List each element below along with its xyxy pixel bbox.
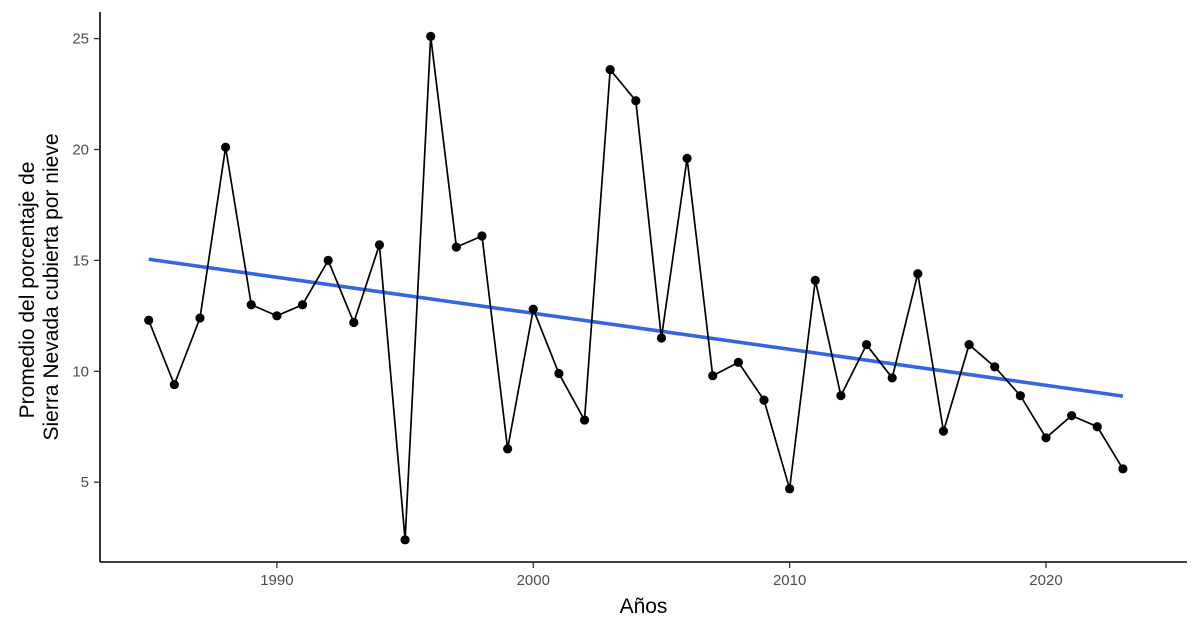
data-point (605, 65, 615, 75)
data-point (733, 357, 743, 368)
y-axis-title-line-1: Promedio del porcentaje de (16, 162, 39, 419)
data-point (426, 31, 436, 41)
data-point (503, 444, 513, 454)
trend-layer (148, 257, 1124, 398)
data-point (938, 426, 949, 436)
data-point (785, 484, 795, 494)
y-axis-title: Promedio del porcentaje de Sierra Nevada… (16, 133, 63, 440)
y-tick-label: 5 (81, 474, 89, 491)
data-point (1118, 464, 1128, 474)
data-point (964, 340, 974, 350)
data-point (246, 300, 256, 310)
series-layer (147, 35, 1124, 541)
y-tick-label: 15 (72, 252, 89, 269)
data-point (195, 313, 205, 323)
trend-line (148, 257, 1124, 398)
data-point (913, 269, 923, 279)
data-point (221, 142, 231, 152)
y-tick-label: 25 (72, 31, 89, 48)
axes (99, 12, 1187, 563)
x-tick-label: 2000 (517, 572, 550, 589)
data-point (349, 317, 359, 328)
data-point (682, 153, 692, 163)
data-point (887, 373, 897, 383)
data-point (477, 231, 487, 241)
y-tick-label: 10 (72, 363, 89, 380)
series-line (147, 35, 1124, 541)
data-point (579, 415, 590, 425)
x-axis-title: Años (620, 595, 668, 618)
data-point (1041, 433, 1051, 443)
data-point (1067, 411, 1077, 421)
data-point (169, 379, 179, 390)
data-point (990, 362, 1000, 372)
data-point (708, 371, 718, 381)
y-tick-label: 20 (72, 142, 89, 159)
x-tick-label: 1990 (260, 572, 293, 589)
y-axis-title-line-2: Sierra Nevada cubierta por nieve (40, 133, 63, 440)
data-point (528, 304, 538, 314)
data-point (323, 255, 333, 265)
x-tick-label: 2010 (773, 572, 806, 589)
data-point (400, 535, 410, 545)
data-point (451, 242, 461, 252)
data-point (759, 395, 769, 405)
data-point (144, 315, 154, 325)
x-tick-label: 2020 (1029, 572, 1062, 589)
data-point (554, 368, 564, 379)
data-point (656, 333, 667, 343)
data-point (272, 311, 282, 321)
data-point (1015, 391, 1025, 401)
points-layer (144, 31, 1128, 545)
data-point (297, 300, 308, 310)
data-point (1092, 422, 1102, 432)
x-axis-ticks: 1990 2000 2010 2020 (260, 562, 1063, 589)
y-axis-ticks: 5 10 15 20 25 (72, 31, 100, 491)
data-point (861, 340, 872, 350)
data-point (836, 391, 846, 401)
data-point (374, 240, 385, 250)
data-point (631, 96, 641, 106)
data-point (810, 275, 820, 285)
